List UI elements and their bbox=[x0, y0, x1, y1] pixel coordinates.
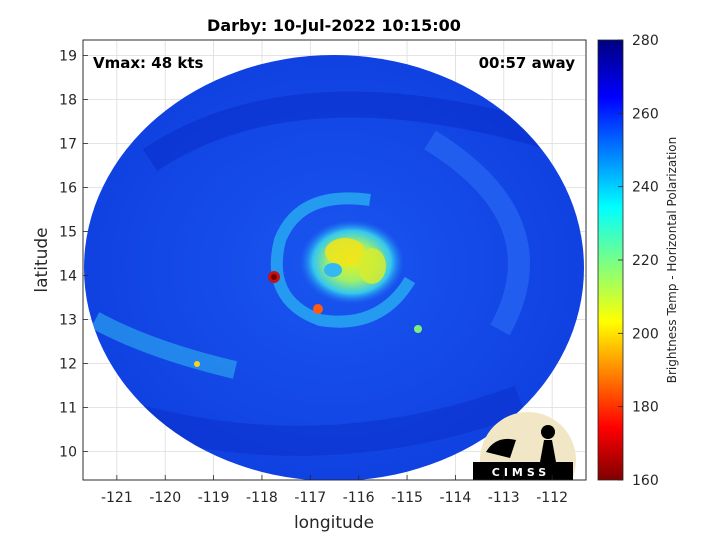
colorbar-tick-label: 280 bbox=[632, 33, 659, 49]
colorbar-ticks: 160 180 200 220 240 260 280 bbox=[618, 33, 659, 489]
x-tick-label: -121 bbox=[101, 490, 133, 506]
y-tick-label: 15 bbox=[59, 224, 77, 240]
colorbar-tick-label: 180 bbox=[632, 400, 659, 416]
colorbar-tick-label: 260 bbox=[632, 106, 659, 122]
chart-title: Darby: 10-Jul-2022 10:15:00 bbox=[207, 16, 461, 35]
vmax-label: Vmax: 48 kts bbox=[93, 54, 203, 72]
light-band-east bbox=[424, 130, 530, 336]
southwest-rainband bbox=[90, 312, 238, 379]
dark-band-north bbox=[142, 91, 564, 171]
x-tick-label: -118 bbox=[246, 490, 278, 506]
y-tick-label: 18 bbox=[59, 92, 77, 108]
x-tick-label: -114 bbox=[440, 490, 472, 506]
y-tick-label: 11 bbox=[59, 400, 77, 416]
colorbar-tick-label: 160 bbox=[632, 473, 659, 489]
convective-cell-west-core bbox=[271, 274, 277, 280]
colorbar-tick-label: 220 bbox=[632, 253, 659, 269]
cimss-logo: CIMSS bbox=[473, 412, 576, 480]
x-tick-label: -113 bbox=[488, 490, 520, 506]
y-tick-label: 17 bbox=[59, 136, 77, 152]
x-tick-label: -115 bbox=[391, 490, 423, 506]
convective-cell-south bbox=[313, 304, 323, 314]
convective-cell-east bbox=[414, 325, 422, 333]
logo-text: CIMSS bbox=[492, 466, 550, 479]
logo-tower bbox=[540, 440, 556, 462]
y-tick-label: 13 bbox=[59, 312, 77, 328]
y-tick-label: 16 bbox=[59, 180, 77, 196]
y-axis-label: latitude bbox=[32, 227, 52, 292]
x-axis-ticks: -121 -120 -119 -118 -117 -116 -115 -114 -113 -112 bbox=[101, 475, 568, 506]
x-tick-label: -120 bbox=[149, 490, 181, 506]
outer-rainband bbox=[270, 192, 416, 328]
y-tick-label: 12 bbox=[59, 356, 77, 372]
colorbar-tick-label: 200 bbox=[632, 326, 659, 342]
inner-core bbox=[325, 238, 365, 266]
eye bbox=[324, 263, 342, 277]
dark-band-south bbox=[136, 385, 526, 456]
x-tick-label: -116 bbox=[343, 490, 375, 506]
x-tick-label: -117 bbox=[294, 490, 326, 506]
time-away-label: 00:57 away bbox=[479, 54, 576, 72]
logo-ground bbox=[473, 462, 573, 480]
logo-tower-top bbox=[541, 425, 555, 439]
y-tick-label: 14 bbox=[59, 268, 77, 284]
x-axis-label: longitude bbox=[294, 513, 374, 533]
satellite-swath bbox=[84, 55, 584, 480]
colorbar: 160 180 200 220 240 260 280 Brightness Temp - … bbox=[597, 33, 679, 489]
logo-dish bbox=[486, 438, 516, 458]
x-tick-label: -119 bbox=[198, 490, 230, 506]
convective-cell-sw bbox=[194, 361, 200, 367]
y-axis-ticks: 10 11 12 13 14 15 16 17 18 19 bbox=[59, 48, 88, 460]
colorbar-label: Brightness Temp - Horizontal Polarizatio… bbox=[665, 137, 679, 384]
colorbar-tick-label: 240 bbox=[632, 180, 659, 196]
x-tick-label: -112 bbox=[536, 490, 568, 506]
inner-core-east bbox=[358, 248, 386, 284]
y-tick-label: 19 bbox=[59, 48, 77, 64]
axes-frame bbox=[82, 39, 587, 481]
y-tick-label: 10 bbox=[59, 444, 77, 460]
